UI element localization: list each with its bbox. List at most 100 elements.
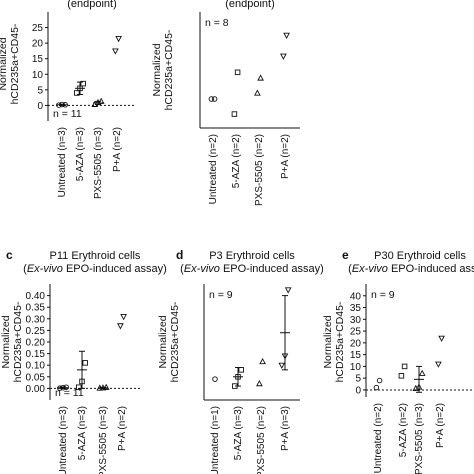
data-point-circle: [211, 96, 218, 102]
y-tick-label: 20: [350, 338, 362, 349]
chart-subtitle: (endpoint): [225, 0, 275, 10]
data-point-square: [235, 374, 241, 380]
x-category-label: P+A (n=2): [117, 406, 128, 451]
data-point-square: [232, 383, 238, 389]
x-category-label: Untreated (n=2): [208, 134, 219, 204]
x-category-label: P+A (n=2): [435, 403, 446, 448]
data-point-square: [79, 378, 85, 385]
data-point-triangle-down: [280, 53, 287, 60]
y-tick-label: 0.15: [26, 349, 46, 360]
y-tick-label: 0.25: [26, 326, 46, 337]
sample-size-annotation: n = 11: [53, 108, 82, 120]
data-point-triangle: [254, 89, 261, 96]
data-point-square: [74, 90, 80, 96]
chart-panel-5: e P30 Erythroid cells(Ex-vivo EPO-induced…: [322, 248, 474, 474]
x-category-label: 5-AZA (n=3): [75, 127, 86, 181]
chart-panel-2: P32 Erythroid cells(endpoint)Normalizedh…: [151, 0, 300, 206]
chart-subtitle: (Ex-vivo EPO-induced assay): [23, 263, 167, 275]
sample-size-annotation: n = 9: [209, 289, 233, 301]
data-point-triangle-down: [284, 287, 292, 294]
y-tick-label: 0.35: [26, 303, 46, 314]
x-category-label: PXS-5505 (n=3): [93, 127, 104, 199]
chart-subtitle: (Ex-vivo EPO-induced assay): [348, 263, 474, 275]
data-point-circle: [59, 101, 65, 108]
y-tick-label: 30: [350, 315, 362, 326]
chart-subtitle: (endpoint): [67, 0, 117, 10]
data-point-triangle-down: [112, 48, 119, 55]
data-point-circle: [60, 384, 66, 391]
y-tick-label: 0.30: [26, 314, 46, 325]
data-point-circle: [208, 96, 215, 102]
y-tick-label: 5: [355, 374, 361, 385]
x-category-label: 5-AZA (n=2): [398, 403, 409, 457]
y-tick-label: 0.05: [26, 372, 46, 383]
x-category-label: Untreated (n=2): [373, 403, 384, 473]
y-tick-label: 15: [350, 350, 362, 361]
chart-title: P11 Erythroid cells: [50, 250, 141, 262]
data-point-triangle-down: [435, 361, 442, 368]
data-point-triangle-down: [438, 335, 445, 342]
chart-panel-1: P11 Erythroid cells(endpoint)Normalizedh…: [0, 0, 136, 199]
data-point-triangle-down: [120, 314, 127, 321]
y-tick-label: 35: [350, 303, 362, 314]
chart-title: P30 Erythroid cells: [374, 250, 466, 262]
data-point-triangle: [97, 97, 105, 104]
data-point-triangle: [259, 357, 266, 365]
data-point-triangle: [415, 383, 423, 390]
data-point-square: [398, 373, 405, 379]
y-tick-label: 10: [350, 362, 362, 373]
data-point-triangle-down: [283, 32, 290, 39]
y-axis-label: NormalizedhCD235a+CD45-: [0, 23, 21, 104]
panel-letter: c: [6, 248, 13, 262]
data-point-triangle-down: [281, 353, 289, 360]
x-category-label: 5-AZA (n=2): [231, 134, 242, 188]
y-tick-label: 5: [37, 85, 43, 96]
y-tick-label: 20: [32, 39, 44, 50]
data-point-square: [238, 367, 244, 373]
x-category-label: PXS-5505 (n=3): [98, 406, 109, 474]
panel-letter: d: [176, 248, 183, 262]
data-point-circle: [376, 377, 383, 384]
y-axis-label: NormalizedhCD235a+CD45-: [0, 301, 24, 382]
y-tick-label: 10: [32, 70, 44, 81]
data-point-square: [76, 384, 82, 390]
data-point-circle: [56, 102, 62, 108]
data-point-square: [82, 360, 88, 366]
data-point-square: [77, 85, 83, 92]
data-point-square: [231, 111, 238, 117]
x-category-label: Untreated (n=3): [58, 406, 69, 474]
data-point-triangle: [102, 383, 110, 390]
x-category-label: 5-AZA (n=3): [77, 406, 88, 460]
data-point-circle: [212, 376, 218, 382]
x-category-label: P+A (n=2): [112, 127, 123, 172]
x-category-label: 5-AZA (n=3): [233, 406, 244, 460]
y-tick-label: 25: [350, 327, 362, 338]
x-category-label: P+A (n=2): [280, 134, 291, 179]
data-point-square: [80, 80, 86, 87]
chart-panel-3: c P11 Erythroid cells(Ex-vivo EPO-induced…: [0, 248, 167, 474]
data-point-triangle-down: [115, 36, 122, 43]
y-tick-label: 0: [37, 101, 43, 112]
y-tick-label: 15: [32, 54, 44, 65]
y-tick-label: 0.00: [26, 384, 46, 395]
data-point-circle: [57, 385, 63, 391]
y-tick-label: 0.10: [26, 361, 46, 372]
y-tick-label: 25: [32, 23, 44, 34]
x-category-label: PXS-5505 (n=2): [254, 134, 265, 206]
data-point-triangle-down: [278, 362, 286, 369]
data-point-circle: [63, 384, 69, 390]
x-category-label: PXS-5505 (n=3): [414, 403, 425, 474]
sample-size-annotation: n = 9: [371, 289, 395, 301]
data-point-triangle: [257, 74, 264, 81]
y-axis-label: NormalizedhCD235a+CD45-: [151, 29, 175, 110]
data-point-square: [401, 363, 408, 370]
x-category-label: P+A (n=3): [280, 406, 291, 451]
data-point-triangle-down: [117, 323, 124, 330]
x-category-label: PXS-5505 (n=2): [256, 406, 267, 474]
y-tick-label: 40: [350, 291, 362, 302]
chart-subtitle: (Ex-vivo EPO-induced assay): [180, 263, 324, 275]
data-point-triangle: [418, 369, 426, 376]
y-tick-label: 0.40: [26, 291, 46, 302]
y-tick-label: 0: [355, 385, 361, 396]
